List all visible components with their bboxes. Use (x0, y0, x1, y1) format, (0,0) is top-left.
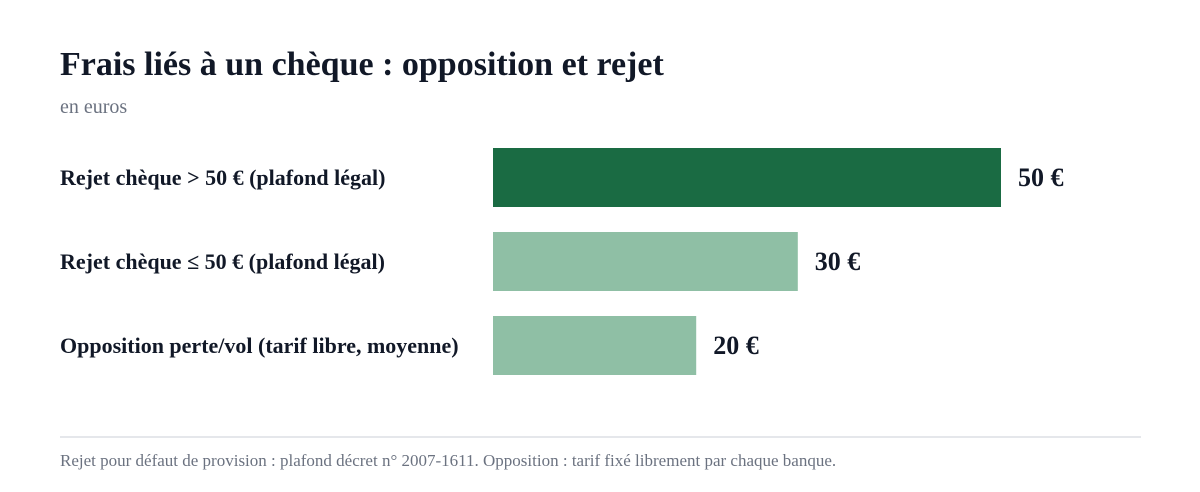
category-label: Opposition perte/vol (tarif libre, moyen… (60, 333, 459, 358)
chart-footnote: Rejet pour défaut de provision : plafond… (60, 451, 837, 470)
footnote-divider (60, 436, 1141, 438)
category-label: Rejet chèque ≤ 50 € (plafond légal) (60, 249, 385, 274)
chart-subtitle: en euros (60, 96, 128, 118)
bar (493, 232, 798, 291)
category-label: Rejet chèque > 50 € (plafond légal) (60, 165, 385, 190)
value-label: 30 € (815, 247, 861, 276)
chart-title: Frais liés à un chèque : opposition et r… (60, 46, 664, 83)
bar (493, 148, 1001, 207)
value-label: 20 € (713, 331, 759, 360)
bar (493, 316, 697, 375)
value-label: 50 € (1018, 163, 1064, 192)
bar-chart: Rejet chèque > 50 € (plafond légal) 50 € R… (60, 148, 1064, 375)
